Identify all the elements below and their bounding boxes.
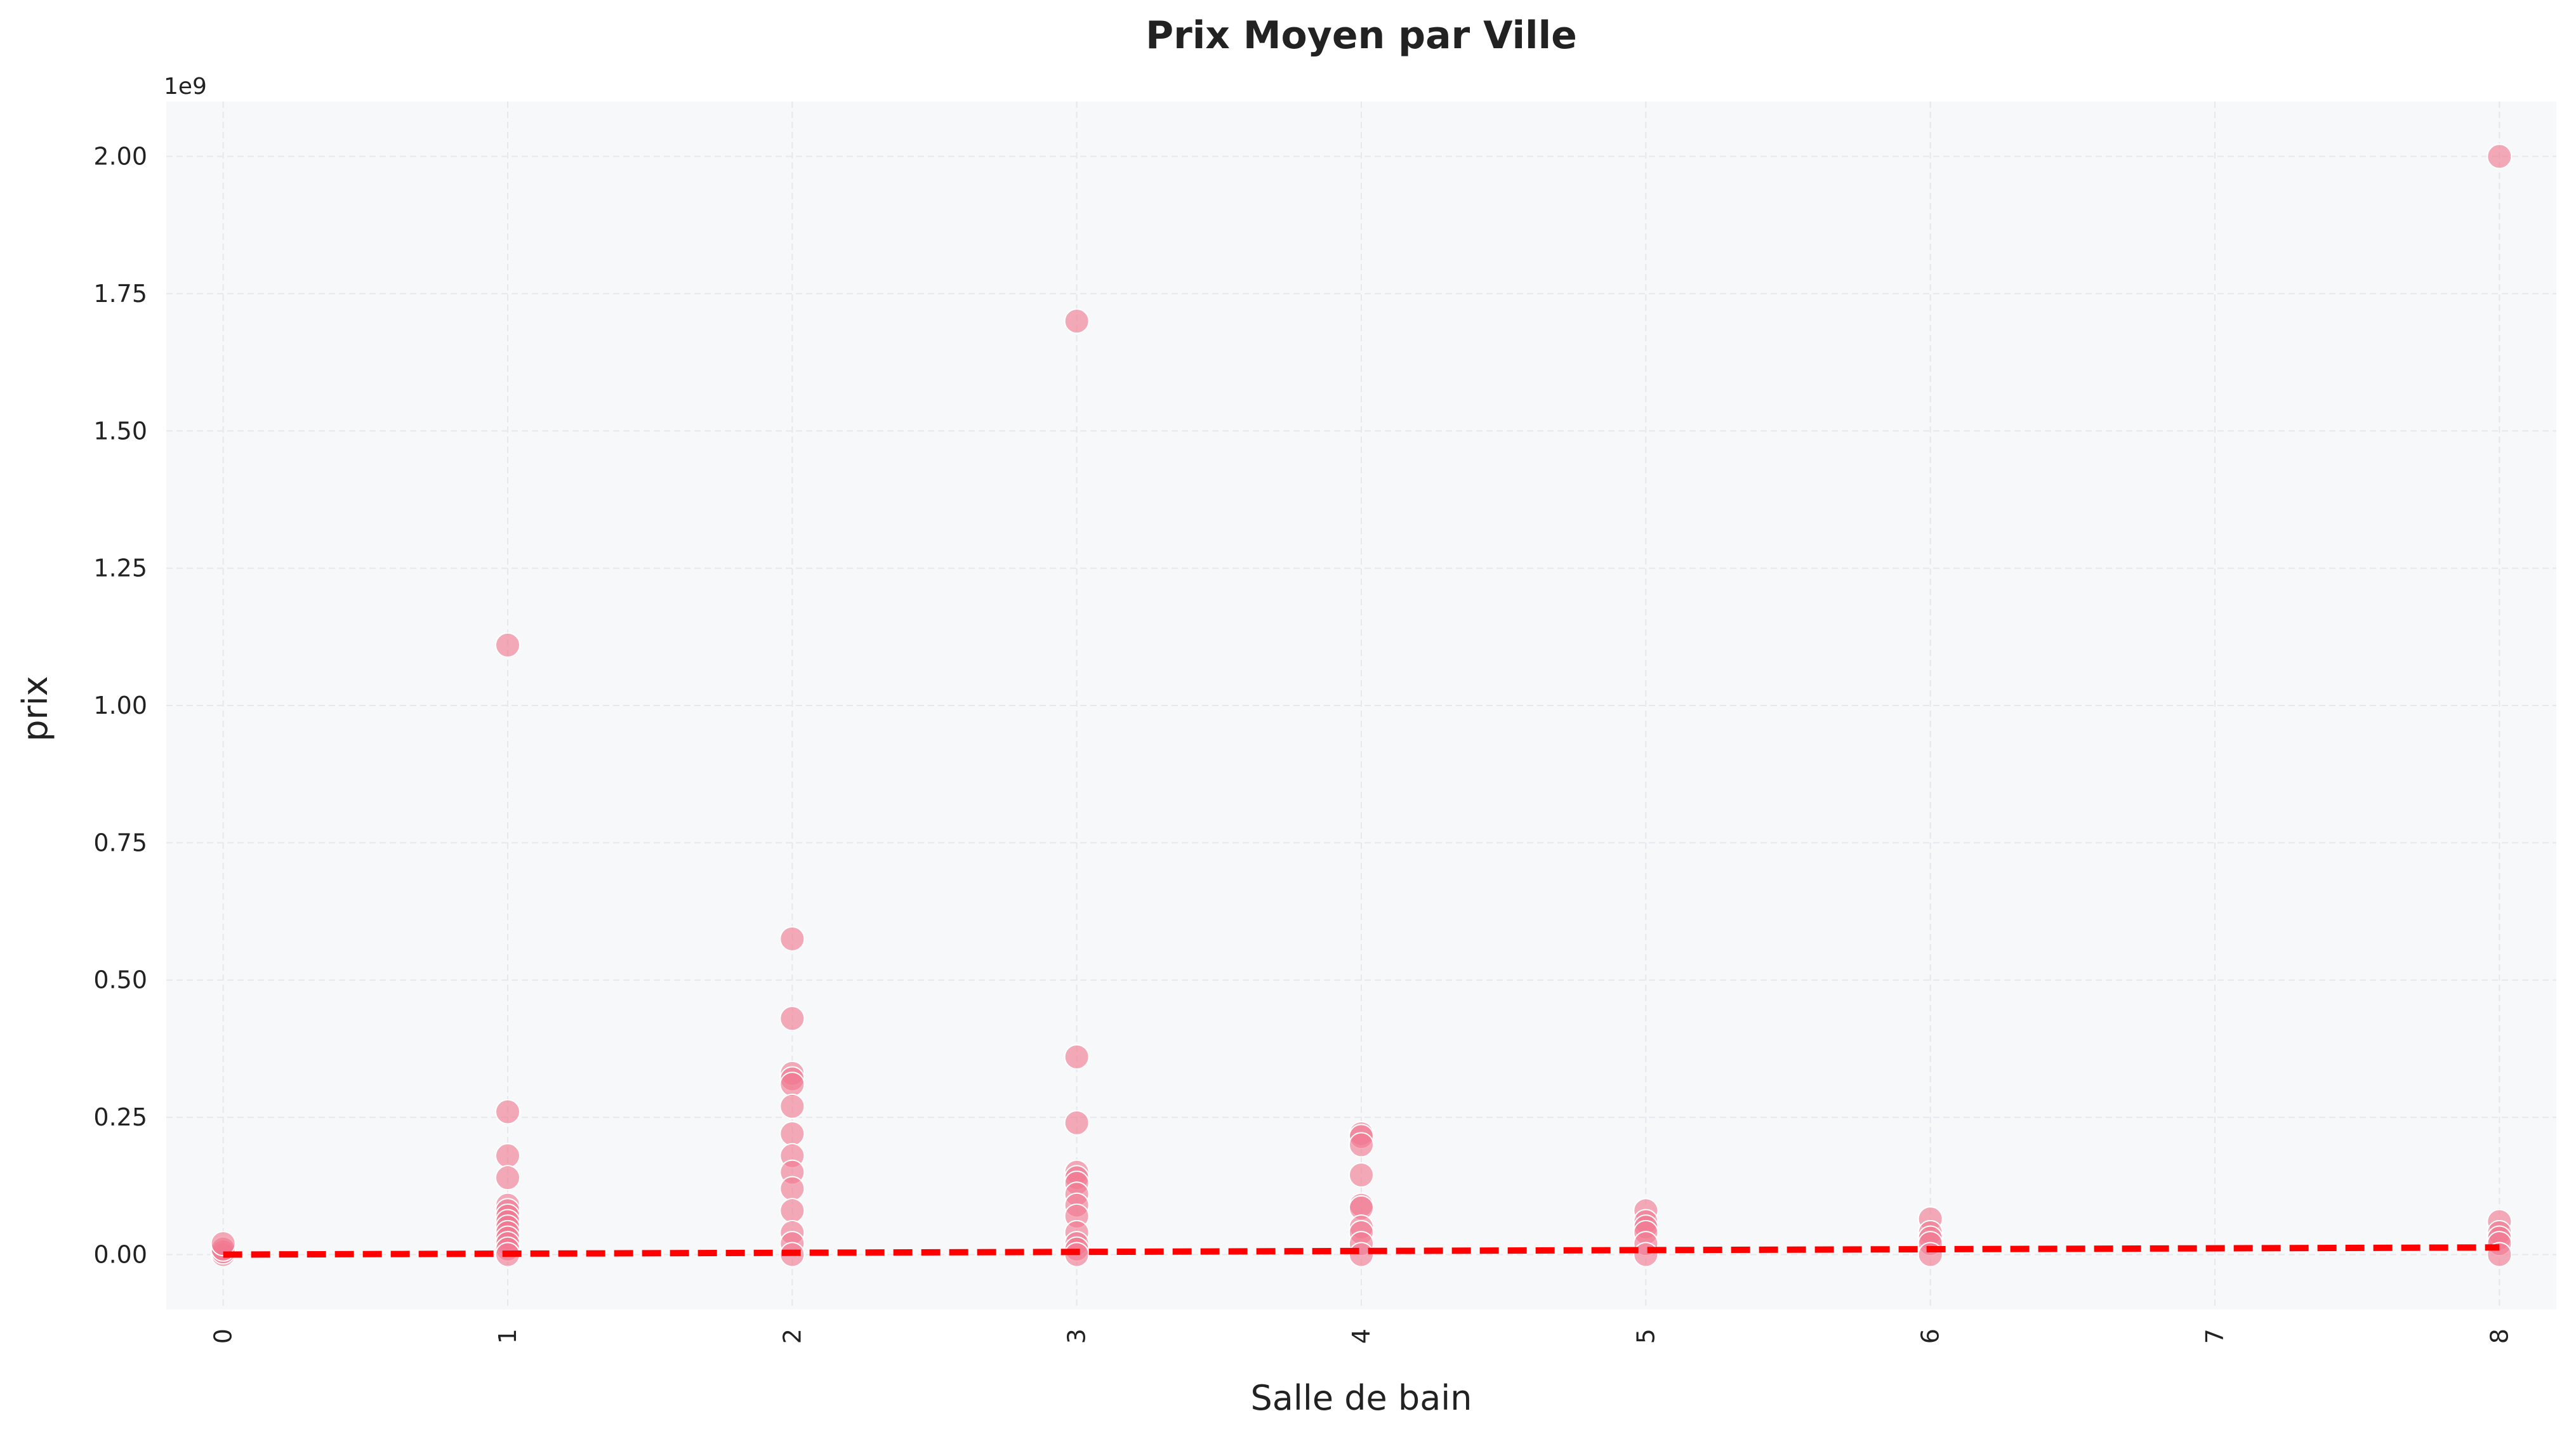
data-point [779,1198,805,1224]
data-point [495,1099,520,1125]
data-point [495,1165,520,1191]
data-point [779,1176,805,1202]
x-tick-label: 4 [1347,1329,1375,1344]
y-tick-label: 1.75 [93,280,147,308]
data-point [1349,1162,1374,1188]
y-tick-label: 2.00 [93,143,147,171]
chart-title: Prix Moyen par Ville [1146,13,1577,58]
y-tick-label: 0.25 [93,1103,147,1131]
data-point [2487,143,2513,169]
x-tick-label: 0 [209,1329,237,1344]
data-point [779,1006,805,1032]
data-point [779,1072,805,1098]
y-axis-offset-label: 1e9 [164,74,207,100]
x-tick-label: 7 [2201,1329,2229,1344]
data-point [1633,1242,1659,1268]
data-point [779,1093,805,1119]
data-point [210,1231,236,1257]
y-tick-label: 1.50 [93,417,147,445]
x-tick-label: 2 [778,1329,806,1344]
y-tick-label: 1.00 [93,692,147,719]
y-axis-label: prix [15,676,55,741]
data-point [495,632,520,658]
x-tick-label: 5 [1632,1329,1660,1344]
y-tick-label: 0.00 [93,1240,147,1268]
x-tick-label: 1 [494,1329,522,1344]
data-point [1349,1242,1374,1268]
x-tick-label: 6 [1917,1329,1945,1344]
data-point [1064,1044,1090,1070]
x-tick-label: 8 [2485,1329,2513,1344]
y-axis-ticks: 0.00 0.25 0.50 0.75 1.00 1.25 1.50 1.75 2.00 [93,143,147,1269]
y-tick-label: 1.25 [93,554,147,582]
x-tick-label: 3 [1063,1329,1091,1344]
y-tick-label: 0.75 [93,829,147,856]
data-point [779,926,805,952]
x-axis-ticks: 0 1 2 3 4 5 6 7 8 [209,1329,2514,1344]
data-point [779,1121,805,1147]
trend-line [223,1244,2500,1258]
data-point [495,1143,520,1169]
data-point [1349,1132,1374,1158]
data-point [1064,308,1090,334]
y-tick-label: 0.50 [93,966,147,994]
data-point [1064,1110,1090,1136]
x-axis-label: Salle de bain [1250,1378,1472,1418]
